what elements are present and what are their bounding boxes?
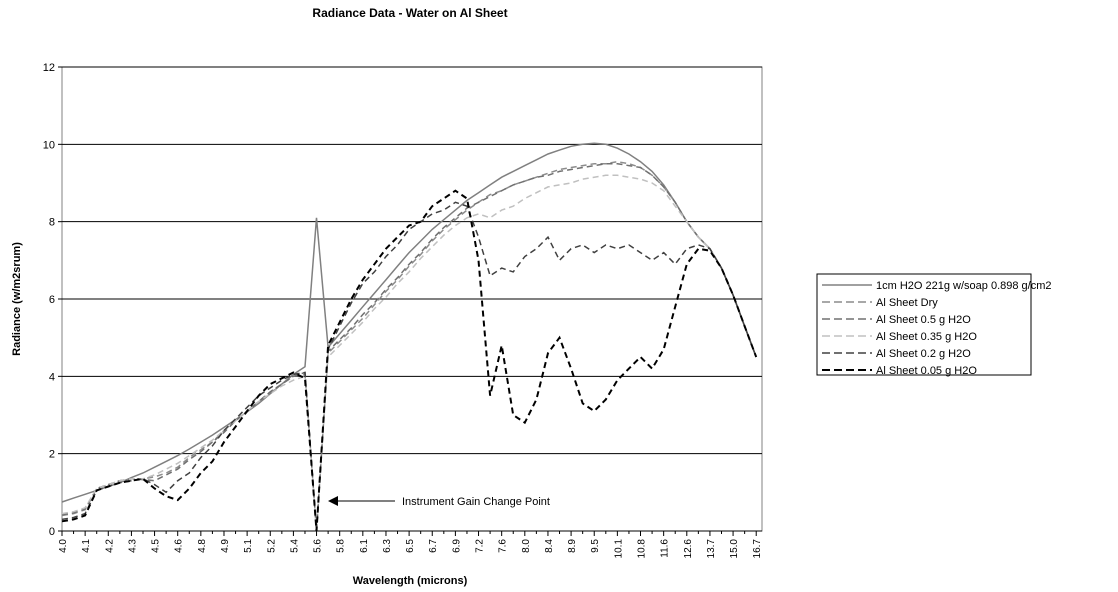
legend-label: 1cm H2O 221g w/soap 0.898 g/cm2 xyxy=(876,280,1051,292)
x-tick-label: 4.1 xyxy=(81,539,92,553)
x-tick-label: 15.0 xyxy=(729,539,740,559)
series-line xyxy=(61,162,757,532)
x-tick-label: 10.1 xyxy=(613,539,624,559)
x-tick-label: 6.7 xyxy=(428,539,439,553)
series-line xyxy=(61,189,758,532)
x-tick-label: 4.8 xyxy=(197,539,208,553)
x-tick-label: 4.5 xyxy=(151,539,162,553)
annotation: Instrument Gain Change Point xyxy=(402,496,550,508)
legend-label: Al Sheet 0.05 g H2O xyxy=(876,365,977,377)
x-axis-title: Wavelength (microns) xyxy=(353,575,468,587)
y-tick-label: 0 xyxy=(49,526,55,538)
x-tick-label: 4.3 xyxy=(127,539,138,553)
legend-label: Al Sheet 0.5 g H2O xyxy=(876,314,971,326)
chart-title: Radiance Data - Water on Al Sheet xyxy=(312,6,507,20)
x-tick-label: 5.8 xyxy=(336,539,347,553)
y-axis-title: Radiance (w/m2srum) xyxy=(11,242,23,356)
x-tick-label: 4.2 xyxy=(104,539,115,553)
x-tick-label: 6.3 xyxy=(382,539,393,553)
y-tick-label: 8 xyxy=(49,217,55,229)
x-tick-label: 13.7 xyxy=(706,539,717,559)
series-line xyxy=(61,174,757,532)
x-tick-label: 5.6 xyxy=(313,539,324,553)
series-line xyxy=(61,142,757,503)
x-tick-label: 8.9 xyxy=(567,539,578,553)
x-tick-label: 5.4 xyxy=(289,539,300,553)
x-tick-label: 6.9 xyxy=(451,539,462,553)
legend-label: Al Sheet 0.35 g H2O xyxy=(876,331,977,343)
y-tick-label: 4 xyxy=(49,371,55,383)
x-tick-label: 10.8 xyxy=(637,539,648,559)
series-line xyxy=(61,160,757,532)
y-tick-label: 10 xyxy=(43,139,55,151)
x-tick-label: 5.2 xyxy=(266,539,277,553)
series-line xyxy=(61,201,757,532)
x-tick-label: 9.5 xyxy=(590,539,601,553)
x-tick-label: 7.6 xyxy=(498,539,509,553)
x-tick-label: 16.7 xyxy=(752,539,763,559)
x-tick-label: 6.1 xyxy=(359,539,370,553)
x-tick-label: 4.6 xyxy=(174,539,185,553)
legend-label: Al Sheet Dry xyxy=(876,297,938,309)
legend-label: Al Sheet 0.2 g H2O xyxy=(876,348,971,360)
x-tick-label: 8.4 xyxy=(544,539,555,553)
x-tick-label: 5.1 xyxy=(243,539,254,553)
y-tick-label: 6 xyxy=(49,294,55,306)
y-tick-label: 12 xyxy=(43,62,55,74)
x-tick-label: 7.2 xyxy=(475,539,486,553)
legend-box xyxy=(816,273,1032,376)
x-tick-label: 11.6 xyxy=(660,539,671,558)
x-tick-label: 6.5 xyxy=(405,539,416,553)
y-tick-label: 2 xyxy=(49,449,55,461)
annotation-arrowhead xyxy=(328,496,338,506)
x-tick-label: 8.0 xyxy=(521,539,532,553)
x-tick-label: 4.9 xyxy=(220,539,231,553)
x-tick-label: 4.0 xyxy=(58,539,69,553)
x-tick-label: 12.6 xyxy=(683,539,694,559)
